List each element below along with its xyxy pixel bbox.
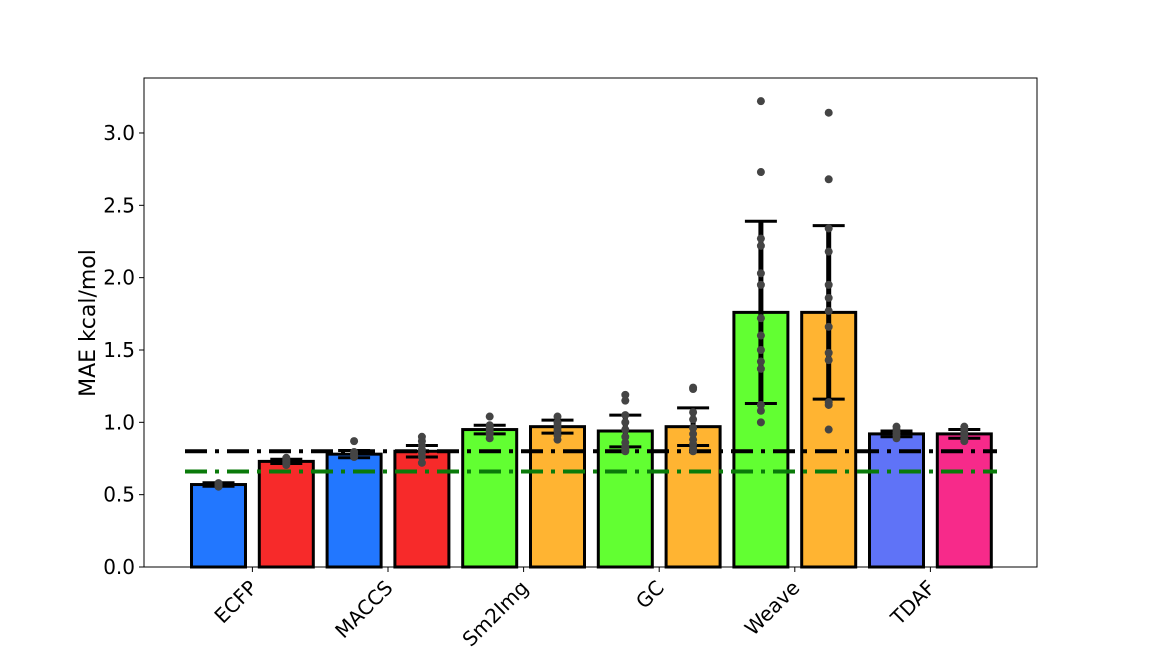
point-10-9 <box>824 280 833 289</box>
bar-2 <box>257 459 315 569</box>
point-9-7 <box>756 331 765 340</box>
point-11-5 <box>892 422 901 431</box>
plot-area: 0.0 0.5 1.0 1.5 2.0 2.5 3.0 ECFP MACCS Sm2Img GC We… <box>103 77 1038 648</box>
point-9-3 <box>756 400 765 409</box>
point-7-9 <box>621 396 630 405</box>
x-tick-label-maccs: MACCS <box>330 576 397 643</box>
y-tick-label-1: 0.0 <box>103 555 135 579</box>
point-8-8 <box>689 408 698 417</box>
x-tick-label-ecfp: ECFP <box>209 576 261 628</box>
bar-8 <box>664 425 722 569</box>
bar-12 <box>935 432 993 569</box>
y-tick-label-6: 2.5 <box>103 193 135 217</box>
x-tick-label-gc: GC <box>631 576 669 614</box>
point-10-8 <box>824 293 833 302</box>
point-10-13 <box>824 108 833 117</box>
point-10-10 <box>824 247 833 256</box>
point-10-11 <box>824 224 833 233</box>
point-8-6 <box>689 424 698 433</box>
point-7-6 <box>621 425 630 434</box>
point-9-13 <box>756 168 765 177</box>
point-10-7 <box>824 306 833 315</box>
point-9-5 <box>756 357 765 366</box>
point-9-10 <box>756 269 765 278</box>
point-6-6 <box>553 418 562 427</box>
y-axis-label: MAE kcal/mol <box>76 249 101 397</box>
point-8-5 <box>689 429 698 438</box>
point-8-7 <box>689 415 698 424</box>
point-7-7 <box>621 418 630 427</box>
point-3-4 <box>350 447 359 456</box>
point-12-6 <box>960 422 969 431</box>
point-9-6 <box>756 345 765 354</box>
point-10-3 <box>824 398 833 407</box>
point-9-11 <box>756 241 765 250</box>
point-9-4 <box>756 364 765 373</box>
point-6-7 <box>553 412 562 421</box>
point-1-5 <box>214 479 223 488</box>
y-tick-label-7: 3.0 <box>103 121 135 145</box>
point-10-12 <box>824 175 833 184</box>
point-5-5 <box>485 421 494 430</box>
point-9-9 <box>756 280 765 289</box>
x-tick-label-sm2img: Sm2Img <box>457 576 533 648</box>
point-9-2 <box>756 406 765 415</box>
bar-1 <box>190 483 247 569</box>
point-7-8 <box>621 411 630 420</box>
bar-11 <box>868 432 925 569</box>
y-tick-label-5: 2.0 <box>103 266 135 290</box>
point-10-1 <box>824 425 833 434</box>
bar-4 <box>393 449 451 569</box>
point-7-5 <box>621 432 630 441</box>
point-5-6 <box>485 412 494 421</box>
x-tick-label-tdaf: TDAF <box>885 576 940 631</box>
y-tick-label-3: 1.0 <box>103 410 135 434</box>
x-tick-label-weave: Weave <box>740 576 805 641</box>
point-10-4 <box>824 356 833 365</box>
point-7-10 <box>621 390 630 399</box>
point-7-4 <box>621 438 630 447</box>
point-10-5 <box>824 348 833 357</box>
y-tick-label-2: 0.5 <box>103 483 135 507</box>
point-9-12 <box>756 234 765 243</box>
point-2-6 <box>282 453 291 462</box>
bar-6 <box>529 425 586 569</box>
point-4-7 <box>417 432 426 441</box>
point-3-5 <box>350 437 359 446</box>
y-tick-label-4: 1.5 <box>103 338 135 362</box>
point-4-1 <box>417 458 426 467</box>
point-8-10 <box>689 383 698 392</box>
axes-frame <box>143 77 1038 568</box>
point-9-1 <box>756 418 765 427</box>
point-10-6 <box>824 322 833 331</box>
point-9-14 <box>756 97 765 106</box>
point-8-4 <box>689 435 698 444</box>
point-9-8 <box>756 314 765 323</box>
